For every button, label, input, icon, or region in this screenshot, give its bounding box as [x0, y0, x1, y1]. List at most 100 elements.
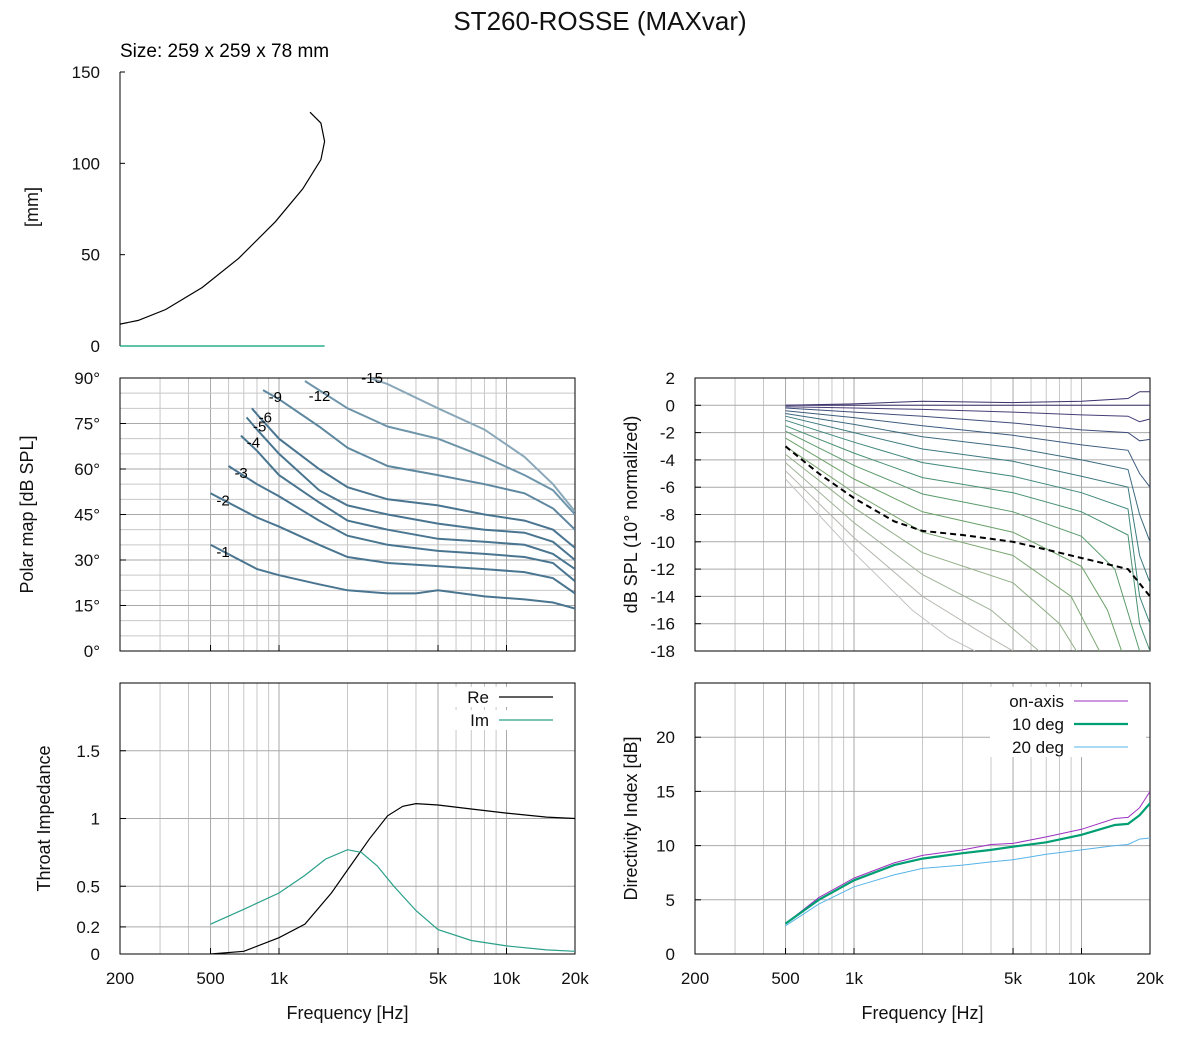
profile-subtitle: Size: 259 x 259 x 78 mm [120, 41, 329, 62]
polar-contour-label: -1 [216, 544, 229, 561]
spl-series-13 [785, 406, 1150, 423]
di-lines [784, 791, 1150, 927]
spl-series-7 [785, 425, 1150, 651]
spl-ytick-label: -8 [660, 506, 675, 525]
polar-ytick-label: 60° [74, 460, 100, 479]
polar-contour-0 [210, 543, 575, 610]
imp-xtick-label: 1k [270, 969, 288, 988]
imp-xtick-label: 10k [493, 969, 521, 988]
profile-ylabel: [mm] [22, 187, 42, 227]
polar-contour-3 [240, 434, 575, 570]
polar-contour-4 [245, 416, 575, 561]
polar-contour-label: -12 [309, 388, 331, 405]
figure-title: ST260-ROSSE (MAXvar) [453, 6, 746, 36]
spl-lines [784, 391, 1150, 651]
spl-ytick-label: -6 [660, 478, 675, 497]
di-legend: on-axis 10 deg 20 deg [990, 687, 1146, 757]
polar-contour-5 [251, 407, 575, 549]
polar-contour-label: -15 [361, 370, 383, 387]
profile-series-0 [119, 111, 326, 325]
di-frame [694, 682, 1151, 955]
spl-series-11 [785, 410, 1150, 488]
imp-series-1 [210, 849, 575, 952]
di-xtick-label: 500 [771, 969, 799, 988]
di-xtick-label: 1k [845, 969, 863, 988]
imp-ylabel: Throat Impedance [34, 745, 54, 891]
di-xtick-label: 200 [681, 969, 709, 988]
polar-contour-2 [227, 465, 575, 582]
impedance-panel: 0 0.2 0.5 1 1.5 200 500 1k 5k 10k 20k Throat Impeda… [34, 682, 589, 1023]
imp-legend-label: Im [470, 711, 489, 730]
spl-ytick-label: -2 [660, 424, 675, 443]
profile-ytick-label: 50 [81, 246, 100, 265]
polar-contour-1 [210, 492, 575, 595]
polar-contour-label: -2 [216, 492, 229, 509]
directivity-panel: 0 5 10 15 20 200 500 1k 5k 10k 20k Directivity Inde… [621, 682, 1164, 1023]
spl-series-9 [785, 415, 1150, 583]
spl-series-10 [785, 413, 1150, 542]
profile-ytick-label: 150 [72, 63, 100, 82]
di-legend-bg [990, 687, 1146, 757]
imp-legend-label: Re [467, 688, 489, 707]
spl-ytick-label: -18 [650, 642, 675, 661]
polar-ytick-label: 30° [74, 551, 100, 570]
polar-contour-label: -6 [259, 409, 272, 426]
spl-series-15 [785, 391, 1150, 406]
spl-series-2 [785, 462, 1040, 651]
imp-legend: Re Im [447, 687, 571, 730]
profile-panel: 0 50 100 150 [mm] [22, 63, 326, 356]
spl-ytick-label: -10 [650, 533, 675, 552]
polar-contour-6 [262, 389, 575, 531]
polar-contour-label: -5 [253, 418, 266, 435]
imp-ytick-label: 0.5 [76, 877, 100, 896]
profile-ytick-label: 100 [72, 154, 100, 173]
polar-contour-label: -3 [234, 465, 247, 482]
imp-series-0 [210, 802, 575, 954]
polar-contour-label: -9 [269, 389, 282, 406]
imp-ytick-label: 1 [91, 810, 100, 829]
di-series-1 [784, 802, 1150, 925]
spl-ytick-label: 0 [666, 396, 675, 415]
spl-series-3 [785, 454, 1077, 651]
spl-panel: -18 -16 -14 -12 -10 -8 -6 -4 -2 0 2 dB SPL (10° nor… [621, 369, 1151, 661]
spl-series-5 [785, 437, 1123, 651]
polar-contour-7 [304, 380, 575, 516]
polar-map-panel: 0° 15° 30° 45° 60° 75° 90° Polar map [dB SPL] -1… [17, 369, 576, 661]
spl-series-12 [785, 407, 1150, 442]
di-legend-label: 10 deg [1012, 715, 1064, 734]
spl-dashed-series [784, 445, 1150, 598]
imp-xtick-label: 5k [429, 969, 447, 988]
imp-xtick-label: 500 [196, 969, 224, 988]
spl-series-6 [785, 430, 1141, 651]
spl-ylabel: dB SPL (10° normalized) [621, 416, 641, 614]
spl-ytick-label: 2 [666, 369, 675, 388]
polar-contours [210, 378, 575, 610]
di-ytick-label: 20 [656, 728, 675, 747]
di-series-0 [785, 791, 1150, 924]
di-xtick-label: 5k [1004, 969, 1022, 988]
spl-series-8 [785, 419, 1150, 624]
di-series-2 [785, 837, 1150, 927]
imp-lines [210, 802, 575, 954]
imp-xlabel: Frequency [Hz] [286, 1003, 408, 1023]
di-ytick-label: 5 [666, 891, 675, 910]
polar-ytick-label: 0° [84, 642, 100, 661]
spl-ytick-label: -12 [650, 560, 675, 579]
di-ytick-label: 15 [656, 782, 675, 801]
polar-ytick-label: 15° [74, 597, 100, 616]
spl-ytick-label: -14 [650, 587, 675, 606]
polar-ytick-label: 75° [74, 415, 100, 434]
imp-xtick-label: 20k [561, 969, 589, 988]
di-ytick-label: 10 [656, 837, 675, 856]
spl-ytick-label: -16 [650, 615, 675, 634]
di-legend-label: 20 deg [1012, 738, 1064, 757]
spl-series-1 [785, 470, 1014, 651]
spl-series-4 [785, 445, 1100, 651]
polar-contour-8 [369, 378, 575, 513]
profile-ytick-label: 0 [91, 337, 100, 356]
polar-ylabel: Polar map [dB SPL] [17, 435, 37, 593]
polar-ytick-label: 90° [74, 369, 100, 388]
